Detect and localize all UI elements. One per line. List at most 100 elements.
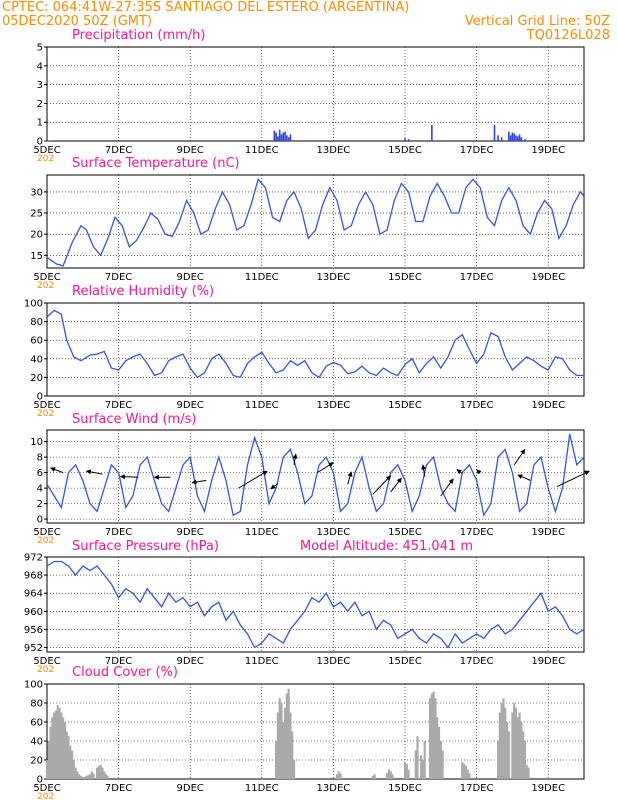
pressure-xtick-5: 15DEC [388, 656, 422, 667]
precip-bar-1 [47, 140, 50, 141]
humidity-title: Relative Humidity (%) [72, 284, 215, 299]
pressure-xtick-3: 11DEC [245, 656, 279, 667]
cloud-bar-79 [504, 707, 507, 779]
cloud-bar-40 [285, 693, 288, 779]
rh-xtick-4: 13DEC [317, 400, 351, 411]
pressure-year-tag: 202 [37, 665, 54, 675]
precip-ytick-2: 2 [37, 99, 43, 110]
cloud-bar-85 [516, 717, 519, 779]
cloud-bar-37 [280, 703, 283, 779]
temp-xtick-3: 11DEC [245, 272, 279, 283]
precip-xtick-0: 5DEC [33, 145, 60, 156]
cloud-bar-35 [276, 712, 280, 779]
wind-ytick-0: 0 [37, 515, 43, 526]
wind-xtick-3: 11DEC [245, 527, 279, 538]
cloud-bar-75 [496, 741, 500, 779]
cloud-bar-32 [104, 774, 108, 779]
cloud-bar-38 [282, 722, 285, 779]
rh-xtick-1: 7DEC [105, 400, 132, 411]
precip-bar-3 [273, 130, 276, 141]
cloud-bar-1 [47, 741, 50, 779]
location-header: CPTEC: 064:41W-27:35S SANTIAGO DEL ESTER… [2, 0, 410, 15]
wind-vector-8 [317, 462, 334, 474]
cloud-bar-5 [54, 710, 58, 779]
temp-year-tag: 202 [37, 281, 54, 291]
cloud-bar-90 [525, 764, 528, 779]
wind-year-tag: 202 [37, 536, 54, 546]
cloud-ytick-0: 0 [37, 775, 43, 786]
cloud-xtick-2: 9DEC [177, 783, 204, 794]
pressure-series-line [46, 560, 585, 649]
cloud-ytick-1: 20 [30, 756, 43, 767]
pressure-xtick-0: 5DEC [33, 656, 60, 667]
precip-bar-24 [516, 136, 519, 141]
precip-bar-4 [275, 132, 277, 141]
precip-bar-8 [282, 132, 285, 141]
pressure-xtick-2: 9DEC [177, 656, 204, 667]
cloud-bar-78 [502, 698, 505, 779]
precip-bar-10 [286, 135, 288, 141]
wind-vector-0 [50, 467, 64, 474]
rh-ytick-3: 60 [30, 336, 43, 347]
wind-xtick-7: 19DEC [531, 527, 565, 538]
cloud-bar-50 [386, 773, 389, 779]
precip-bar-6 [278, 129, 281, 141]
cloud-bar-39 [283, 707, 287, 779]
cloud-ytick-3: 60 [30, 718, 43, 729]
precip-bar-0 [46, 140, 48, 142]
cloud-bar-36 [278, 698, 281, 779]
cloud-bar-4 [53, 712, 56, 779]
cloud-bar-73 [466, 769, 469, 779]
cloud-bar-54 [403, 761, 407, 779]
precip-ytick-3: 3 [37, 80, 43, 91]
cloud-bar-16 [74, 767, 77, 779]
cloud-bar-51 [387, 769, 390, 779]
cloud-bar-60 [421, 760, 424, 779]
precip-xtick-3: 11DEC [245, 145, 279, 156]
cloud-bar-64 [432, 691, 435, 779]
cloud-bar-17 [76, 771, 79, 779]
cloud-bar-44 [292, 760, 296, 779]
precip-bar-7 [280, 134, 283, 141]
precip-bar-2 [49, 140, 52, 142]
cloud-bar-86 [518, 712, 521, 779]
cloud-bar-21 [83, 777, 86, 779]
cloud-bar-25 [90, 771, 93, 779]
temp-xtick-1: 7DEC [105, 272, 132, 283]
cloud-bar-77 [500, 703, 503, 779]
precip-bar-26 [520, 137, 523, 141]
date-header: 05DEC2020 50Z (GMT) [2, 14, 153, 29]
cloud-bar-0 [45, 760, 49, 779]
temp-xtick-5: 15DEC [388, 272, 422, 283]
wind-vector-7 [292, 453, 298, 465]
precip-bar-19 [508, 131, 510, 141]
cloud-bar-43 [291, 731, 294, 779]
pressure-xtick-6: 17DEC [460, 656, 494, 667]
wind-vector-1 [85, 469, 103, 475]
pressure-xtick-7: 19DEC [531, 656, 565, 667]
wind-vector-4 [191, 479, 207, 485]
wind-xtick-0: 5DEC [33, 527, 60, 538]
cloud-bar-42 [289, 712, 292, 779]
temp-xtick-7: 19DEC [531, 272, 565, 283]
wind-vector-9 [347, 471, 353, 485]
pressure-title: Surface Pressure (hPa) [72, 539, 219, 554]
temp-series-line [46, 177, 585, 267]
cloud-bar-59 [420, 755, 423, 779]
cloud-bar-8 [60, 712, 63, 779]
cloud-bar-31 [103, 771, 106, 779]
precip-bar-18 [500, 137, 503, 141]
wind-vector-17 [517, 474, 531, 481]
rh-frame [46, 302, 585, 397]
cloud-xtick-3: 11DEC [245, 783, 279, 794]
pressure-ytick-4: 968 [24, 571, 43, 582]
cloud-bar-80 [505, 722, 509, 779]
cloud-bar-18 [78, 774, 81, 779]
wind-vector-5 [238, 470, 268, 489]
wind-xtick-2: 9DEC [177, 527, 204, 538]
precip-ytick-5: 5 [37, 43, 43, 54]
precip-bar-25 [518, 134, 521, 141]
precip-bar-11 [287, 137, 290, 141]
cloud-bar-24 [88, 774, 92, 779]
